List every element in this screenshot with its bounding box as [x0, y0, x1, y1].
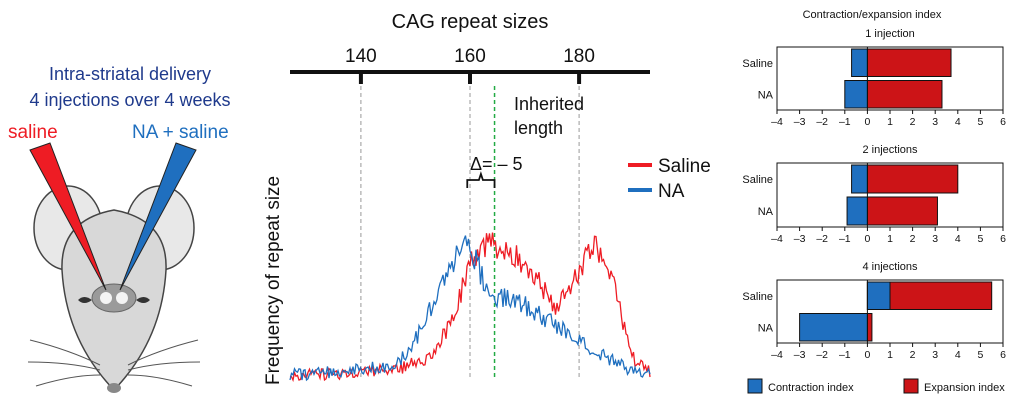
index-tick-label: 3 [932, 233, 938, 245]
mouse-brain-left-spot [100, 292, 112, 304]
index-tick-label: –1 [839, 116, 851, 128]
index-row-label-na: NA [758, 322, 774, 334]
index-tick-label: –2 [816, 233, 828, 245]
index-row-label-saline: Saline [742, 174, 773, 186]
index-tick-label: 6 [1000, 349, 1006, 361]
index-tick-label: 2 [910, 116, 916, 128]
index-tick-label: –4 [771, 233, 783, 245]
x-tick-label-180: 180 [563, 46, 595, 67]
delivery-title-line2: 4 injections over 4 weeks [29, 90, 230, 110]
index-tick-label: 1 [887, 233, 893, 245]
index-tick-label: 0 [864, 116, 870, 128]
index-tick-label: 1 [887, 349, 893, 361]
x-tick-label-160: 160 [454, 46, 486, 67]
index-tick-label: 4 [955, 233, 961, 245]
index-tick-label: 1 [887, 116, 893, 128]
contraction-bar-saline [851, 164, 868, 194]
contraction-bar-na [846, 196, 868, 226]
na-needle [119, 142, 197, 291]
legend-contraction-swatch [747, 378, 763, 394]
index-tick-label: –3 [794, 116, 806, 128]
legend-expansion-label: Expansion index [924, 382, 1005, 394]
legend-expansion-swatch [903, 378, 919, 394]
legend-saline-label: Saline [658, 156, 711, 177]
saline-label: saline [8, 122, 58, 143]
index-legend: Contraction index Expansion index [747, 378, 1005, 394]
chart-title: CAG repeat sizes [392, 11, 549, 33]
index-subpanel-title: 4 injections [862, 261, 918, 273]
mouse-right-eye [136, 297, 150, 303]
index-subpanel-title: 1 injection [865, 28, 915, 40]
contraction-bar-na [844, 80, 868, 109]
contraction-bar-saline [866, 281, 891, 310]
index-tick-label: –1 [839, 233, 851, 245]
index-subpanel-2: 2 injections Saline NA –4 –3 –2 –1 0 1 2 3 4 5 6 [742, 144, 1006, 245]
index-tick-label: –4 [771, 349, 783, 361]
contraction-bar-saline [851, 48, 868, 77]
index-tick-label: –3 [794, 349, 806, 361]
delta-label: Δ= – 5 [470, 154, 523, 174]
index-tick-label: 2 [910, 349, 916, 361]
series-line-saline [289, 232, 651, 383]
index-tick-label: 3 [932, 116, 938, 128]
expansion-bar-na [866, 196, 938, 226]
index-panel-title: Contraction/expansion index [803, 9, 942, 21]
axis-ticks: 140 160 180 [345, 46, 595, 84]
index-subpanel-1: 1 injection Saline NA –4 –3 –2 –1 0 1 2 3 4 5 6 [742, 28, 1006, 128]
index-tick-label: 4 [955, 349, 961, 361]
y-axis-label: Frequency of repeat size [263, 176, 284, 385]
saline-needle [29, 142, 107, 291]
mouse-brain-striatum [91, 283, 137, 313]
mouse-brain-right-spot [116, 292, 128, 304]
inherited-label-line1: Inherited [514, 94, 584, 114]
series-legend: Saline NA [628, 156, 711, 202]
delta-brace [466, 171, 496, 188]
mouse-left-eye [78, 297, 92, 303]
mouse-whiskers [27, 339, 201, 387]
index-tick-label: 6 [1000, 233, 1006, 245]
index-tick-label: 4 [955, 116, 961, 128]
index-subpanel-3: 4 injections Saline NA –4 –3 –2 –1 0 1 2 3 4 5 6 [742, 261, 1006, 361]
index-tick-label: 0 [864, 349, 870, 361]
reference-lines [360, 86, 580, 380]
index-panel: Contraction/expansion index 1 injection S… [742, 9, 1006, 394]
index-tick-label: 6 [1000, 116, 1006, 128]
index-row-label-na: NA [758, 206, 774, 218]
inherited-label-line2: length [514, 118, 563, 138]
na-saline-label: NA + saline [132, 122, 229, 143]
index-subpanel-title: 2 injections [862, 144, 918, 156]
index-tick-label: 2 [910, 233, 916, 245]
index-tick-label: 0 [864, 233, 870, 245]
expansion-bar-saline [866, 48, 952, 77]
index-tick-label: 3 [932, 349, 938, 361]
index-row-label-saline: Saline [742, 58, 773, 70]
left-panel: Intra-striatal delivery 4 injections ove… [8, 64, 231, 393]
x-tick-label-140: 140 [345, 46, 377, 67]
expansion-bar-saline [866, 164, 959, 194]
expansion-bar-na [866, 313, 873, 342]
index-row-label-na: NA [758, 89, 774, 101]
expansion-bar-na [866, 80, 943, 109]
index-tick-label: –2 [816, 116, 828, 128]
legend-contraction-label: Contraction index [768, 382, 854, 394]
index-tick-label: 5 [977, 116, 983, 128]
mouse-nose [107, 383, 121, 393]
index-tick-label: 5 [977, 233, 983, 245]
legend-na-label: NA [658, 181, 685, 202]
mouse-illustration [27, 142, 201, 393]
delivery-title-line1: Intra-striatal delivery [49, 64, 211, 84]
index-row-label-saline: Saline [742, 291, 773, 303]
repeat-size-chart: CAG repeat sizes 140 160 180 Inherited len… [263, 11, 711, 385]
index-tick-label: –2 [816, 349, 828, 361]
contraction-bar-na [799, 313, 868, 342]
index-tick-label: –1 [839, 349, 851, 361]
series-line-na [289, 235, 651, 382]
index-tick-label: 5 [977, 349, 983, 361]
index-tick-label: –3 [794, 233, 806, 245]
index-tick-label: –4 [771, 116, 783, 128]
series-lines [289, 232, 651, 383]
